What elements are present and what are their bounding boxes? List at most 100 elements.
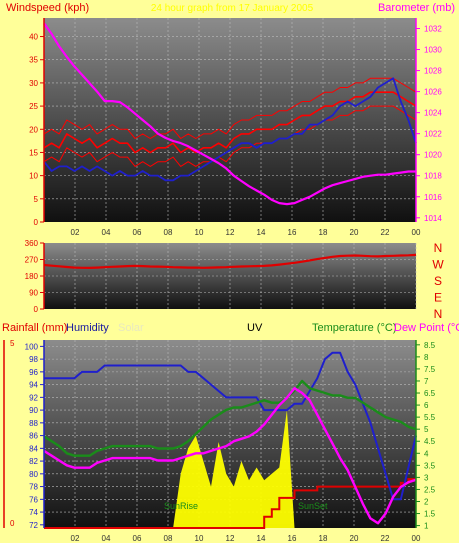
windspeed-tick-label: 40 [29,33,38,42]
humidity-tick-label: 78 [29,483,38,492]
compass-label: N [434,307,443,321]
direction-tick-label: 180 [25,272,39,281]
humidity-tick-label: 84 [29,444,38,453]
barometer-tick-label: 1024 [424,109,442,118]
windspeed-tick-label: 25 [29,102,38,111]
compass-label: E [434,291,442,305]
direction-tick-label: 90 [29,289,38,298]
humidity-tick-label: 86 [29,432,38,441]
humidity-tick-label: 80 [29,470,38,479]
gust-series-line [43,105,417,167]
barometer-tick-label: 1020 [424,151,442,160]
humidity-label: Humidity [66,322,109,334]
temperature-tick-label: 5 [424,425,429,434]
x-tick-label: 08 [164,534,173,543]
compass-label: N [434,241,443,255]
windspeed-tick-label: 5 [34,195,39,204]
temperature-tick-label: 7.5 [424,365,436,374]
x-tick-label: 20 [350,534,359,543]
x-tick-label: 02 [71,228,80,237]
x-tick-label: 10 [195,534,204,543]
temperature-tick-label: 2 [424,497,429,506]
rainfall-label: Rainfall (mm) [2,322,67,334]
humidity-tick-label: 72 [29,521,38,530]
rainfall-tick-label: 0 [10,519,15,528]
windspeed-tick-label: 30 [29,79,38,88]
x-tick-label: 06 [133,228,142,237]
sunset-label: SunSet [298,501,328,511]
compass-label: W [432,258,444,272]
barometer-tick-label: 1022 [424,130,442,139]
windspeed-label: Windspeed (kph) [6,2,89,14]
windspeed-tick-label: 35 [29,56,38,65]
humidity-tick-label: 90 [29,406,38,415]
humidity-series-line [44,351,417,501]
x-tick-label: 18 [319,228,328,237]
x-tick-label: 10 [195,228,204,237]
uv-label: UV [247,322,263,334]
barometer-series-line [43,22,416,206]
x-tick-label: 16 [288,228,297,237]
average-wind-series-line [43,77,417,182]
barometer-tick-label: 1032 [424,25,442,34]
solar-label: Solar [118,322,144,334]
x-tick-label: 22 [381,228,390,237]
x-tick-label: 22 [381,534,390,543]
humidity-tick-label: 82 [29,457,38,466]
solar-area [44,410,416,528]
temperature-tick-label: 3 [424,473,429,482]
x-tick-label: 20 [350,228,359,237]
windspeed-tick-label: 15 [29,148,38,157]
temperature-label: Temperature (°C) [312,322,396,334]
direction-tick-label: 360 [25,239,39,248]
dewpoint-label: Dew Point (°C) [394,322,459,334]
x-tick-label: 08 [164,228,173,237]
temperature-series-line [43,379,417,457]
temperature-tick-label: 1 [424,522,429,531]
temperature-tick-label: 8.5 [424,341,436,350]
x-tick-label: 18 [319,534,328,543]
x-tick-label: 00 [412,228,421,237]
windspeed-tick-label: 0 [34,218,39,227]
x-tick-label: 14 [257,228,266,237]
windspeed-axes: 0510152025303540101410161018102010221024… [29,18,442,237]
humidity-tick-label: 100 [25,342,39,351]
humidity-tick-label: 96 [29,368,38,377]
x-tick-label: 12 [226,534,235,543]
temperature-tick-label: 1.5 [424,510,436,519]
x-tick-label: 16 [288,534,297,543]
temperature-tick-label: 4.5 [424,437,436,446]
temperature-axes: 72747678808284868890929496981000511.522.… [3,339,436,543]
direction-tick-label: 0 [34,305,39,314]
x-tick-label: 14 [257,534,266,543]
rainfall-tick-label: 5 [10,339,15,348]
gust-series-line [43,91,417,154]
wind-direction-series [43,253,417,269]
humidity-tick-label: 88 [29,419,38,428]
barometer-tick-label: 1014 [424,214,442,223]
direction-tick-label: 270 [25,256,39,265]
humidity-tick-label: 92 [29,393,38,402]
humidity-tick-label: 94 [29,381,38,390]
temperature-tick-label: 7 [424,377,429,386]
gust-series-line [43,77,417,139]
compass-label: S [434,274,442,288]
barometer-tick-label: 1026 [424,88,442,97]
rainfall-series-line [44,478,416,529]
temperature-tick-label: 8 [424,353,429,362]
temperature-series [43,351,417,529]
barometer-tick-label: 1030 [424,46,442,55]
humidity-tick-label: 98 [29,355,38,364]
x-tick-label: 04 [102,228,111,237]
humidity-tick-label: 76 [29,495,38,504]
chart-subtitle: 24 hour graph from 17 January 2005 [151,3,314,14]
x-tick-label: 12 [226,228,235,237]
x-tick-label: 00 [412,534,421,543]
barometer-tick-label: 1028 [424,67,442,76]
temperature-tick-label: 3.5 [424,461,436,470]
windspeed-tick-label: 10 [29,172,38,181]
dewpoint-series-line [43,387,417,525]
